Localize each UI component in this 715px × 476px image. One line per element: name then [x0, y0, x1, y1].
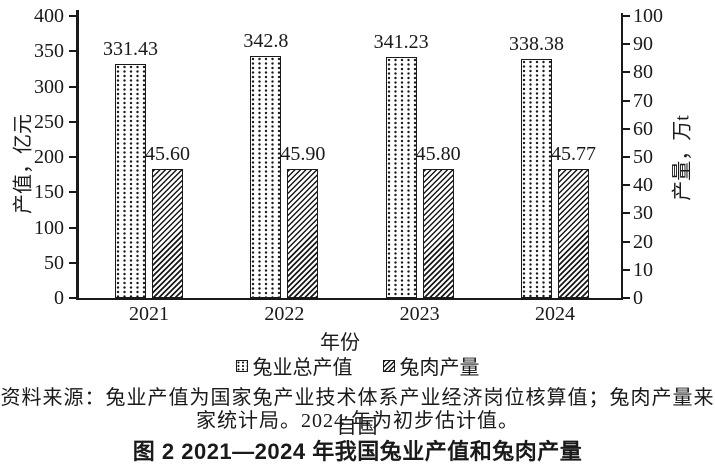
left-axis-tick-label-100: 100: [34, 216, 64, 239]
right-axis-tick-50: [622, 156, 630, 158]
left-axis-tick-200: [69, 156, 77, 158]
bar-meat-production-2022: [287, 168, 319, 298]
right-axis-tick-60: [622, 127, 630, 130]
right-axis-tick-70: [622, 99, 630, 102]
right-axis-tick-80: [622, 71, 630, 74]
right-axis-tick-label-90: 90: [633, 33, 653, 56]
x-axis-label: 年份: [320, 332, 360, 354]
right-axis-tick-label-70: 70: [633, 89, 653, 112]
left-axis-tick-label-400: 400: [34, 5, 64, 27]
left-axis-tick-400: [69, 15, 77, 17]
right-axis-tick-10: [622, 268, 630, 271]
legend-label-meat-production: 兔肉产量: [399, 357, 480, 379]
left-axis-tick-label-50: 50: [44, 251, 64, 274]
x-tick-label-2022: 2022: [264, 303, 305, 325]
y-axis-right: [620, 13, 623, 300]
left-axis-tick-label-0: 0: [54, 287, 64, 309]
legend-dotted-swatch-icon: [235, 359, 248, 372]
source-note-line1: 资料来源：兔业产值为国家兔产业技术体系产业经济岗位核算值；兔肉产量来自国: [0, 387, 715, 438]
source-note-line2: 家统计局。2024 年为初步估计值。: [196, 410, 519, 432]
bar-output-value-2024: [520, 59, 552, 298]
bar-output-value-2022: [250, 56, 282, 298]
x-axis: [76, 297, 623, 300]
left-axis-tick-label-200: 200: [34, 146, 64, 168]
bar-output-value-2021: [115, 64, 146, 298]
right-axis-tick-90: [622, 43, 630, 46]
figure-title: 图 2 2021—2024 年我国兔业产值和兔肉产量: [132, 439, 583, 464]
x-tick-label-2021: 2021: [129, 303, 169, 325]
right-axis-tick-20: [622, 240, 630, 243]
left-axis-tick-label-250: 250: [34, 110, 64, 133]
right-axis-tick-label-30: 30: [633, 202, 653, 225]
bar-label-meat-production-2024: 45.77: [550, 142, 596, 165]
left-axis-tick-300: [69, 85, 77, 88]
left-axis-tick-250: [69, 120, 77, 123]
left-axis-tick-label-300: 300: [34, 75, 64, 98]
left-axis-tick-label-350: 350: [34, 40, 64, 63]
bar-meat-production-2024: [557, 168, 589, 298]
right-axis-tick-label-50: 50: [633, 146, 653, 168]
left-axis-tick-0: [69, 297, 77, 299]
bar-label-output-value-2021: 331.43: [103, 38, 158, 61]
bar-label-output-value-2024: 338.38: [508, 33, 564, 56]
bar-label-meat-production-2021: 45.60: [145, 143, 190, 166]
legend-item-meat-production: 兔肉产量: [382, 351, 480, 380]
right-axis-tick-label-80: 80: [633, 61, 653, 84]
right-axis-tick-0: [622, 297, 630, 299]
left-axis-tick-label-150: 150: [34, 181, 64, 204]
bar-meat-production-2021: [152, 169, 183, 298]
right-axis-tick-label-20: 20: [633, 230, 653, 253]
x-tick-label-2023: 2023: [399, 303, 440, 325]
right-axis-tick-label-0: 0: [633, 287, 643, 309]
left-axis-tick-350: [69, 50, 77, 53]
legend-label-output-value: 兔业总产值: [252, 357, 353, 379]
right-axis-tick-40: [622, 184, 630, 187]
right-axis-tick-30: [622, 212, 630, 215]
bar-label-output-value-2023: 341.23: [373, 31, 429, 54]
bar-label-meat-production-2022: 45.90: [280, 142, 326, 165]
legend-item-output-value: 兔业总产值: [235, 351, 353, 380]
right-axis-tick-label-10: 10: [633, 258, 653, 281]
y-axis-left: [76, 10, 79, 300]
right-axis-tick-100: [622, 15, 630, 17]
left-axis-tick-150: [69, 191, 77, 194]
bar-label-output-value-2022: 342.8: [243, 30, 289, 53]
bar-meat-production-2023: [422, 168, 454, 298]
bar-label-meat-production-2023: 45.80: [415, 142, 461, 165]
right-axis-tick-label-40: 40: [633, 174, 653, 197]
x-tick-label-2024: 2024: [534, 303, 575, 325]
bar-output-value-2023: [385, 57, 417, 298]
legend: 兔业总产值 兔肉产量: [0, 351, 715, 380]
right-axis-tick-label-60: 60: [633, 117, 653, 140]
right-axis-tick-label-100: 100: [633, 5, 663, 27]
legend-hatched-swatch-icon: [382, 359, 395, 372]
left-axis-tick-100: [69, 226, 77, 229]
left-axis-tick-50: [69, 261, 77, 264]
